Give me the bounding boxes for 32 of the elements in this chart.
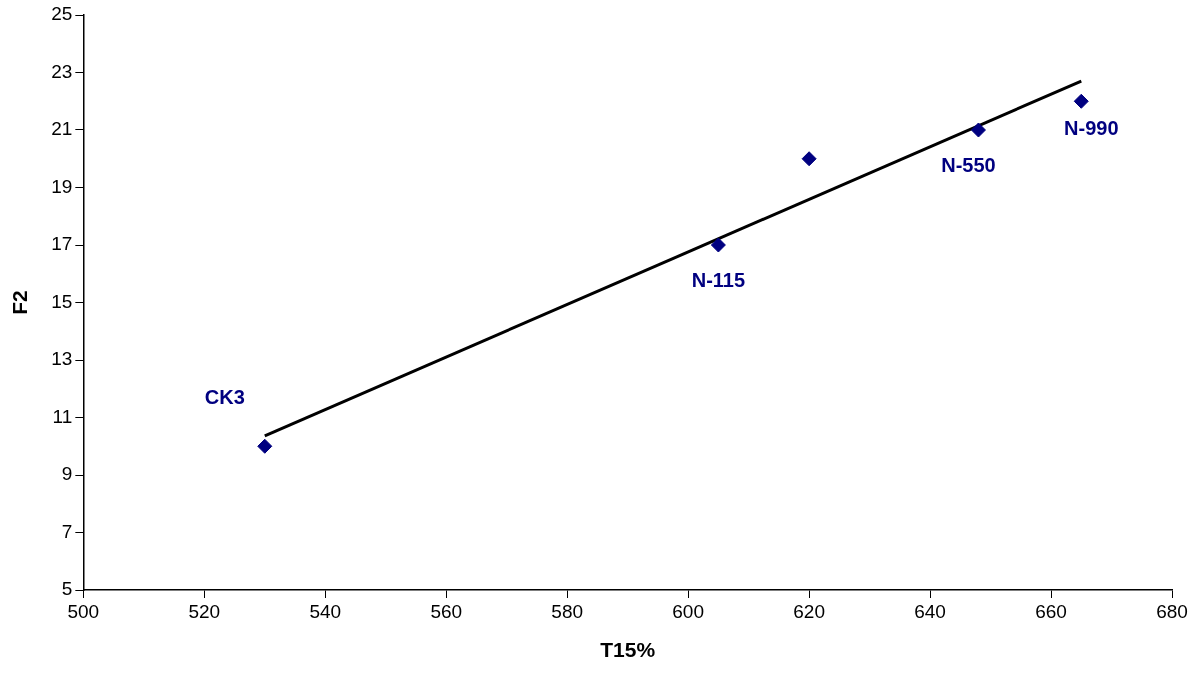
x-tick-label: 680 — [1156, 600, 1188, 622]
x-tick-label: 560 — [430, 600, 463, 622]
y-tick-label: 5 — [61, 578, 73, 600]
x-tick-label: 520 — [188, 600, 221, 622]
annotation: N-990 — [1064, 116, 1119, 139]
x-tick-label: 660 — [1035, 600, 1067, 622]
point — [710, 237, 726, 253]
y-tick-label: 9 — [61, 463, 73, 485]
y-tick-label: 13 — [51, 348, 73, 370]
y-axis-title: F2 — [8, 290, 32, 315]
annotation: CK3 — [204, 385, 245, 408]
x-tick-label: 540 — [309, 600, 342, 622]
x-tick-label: 500 — [67, 600, 100, 622]
y-tick-label: 19 — [51, 175, 73, 197]
point — [801, 151, 817, 167]
x-tick-label: 640 — [914, 600, 946, 622]
y-tick-label: 7 — [61, 520, 73, 542]
annotation: N-550 — [941, 153, 996, 176]
point — [257, 438, 273, 454]
y-tick-label: 17 — [51, 233, 73, 255]
y-tick-label: 25 — [51, 3, 73, 25]
x-tick-label: 620 — [793, 600, 825, 622]
y-tick-label: 23 — [51, 60, 73, 82]
annotation: N-115 — [691, 268, 746, 291]
x-axis-title: T15% — [600, 638, 656, 662]
point — [970, 122, 986, 138]
y-tick-label: 15 — [51, 290, 73, 312]
x-tick-label: 600 — [672, 600, 704, 622]
x-tick-label: 580 — [551, 600, 584, 622]
y-tick-label: 11 — [52, 405, 73, 427]
y-tick-label: 21 — [51, 118, 73, 140]
point — [1073, 93, 1089, 109]
